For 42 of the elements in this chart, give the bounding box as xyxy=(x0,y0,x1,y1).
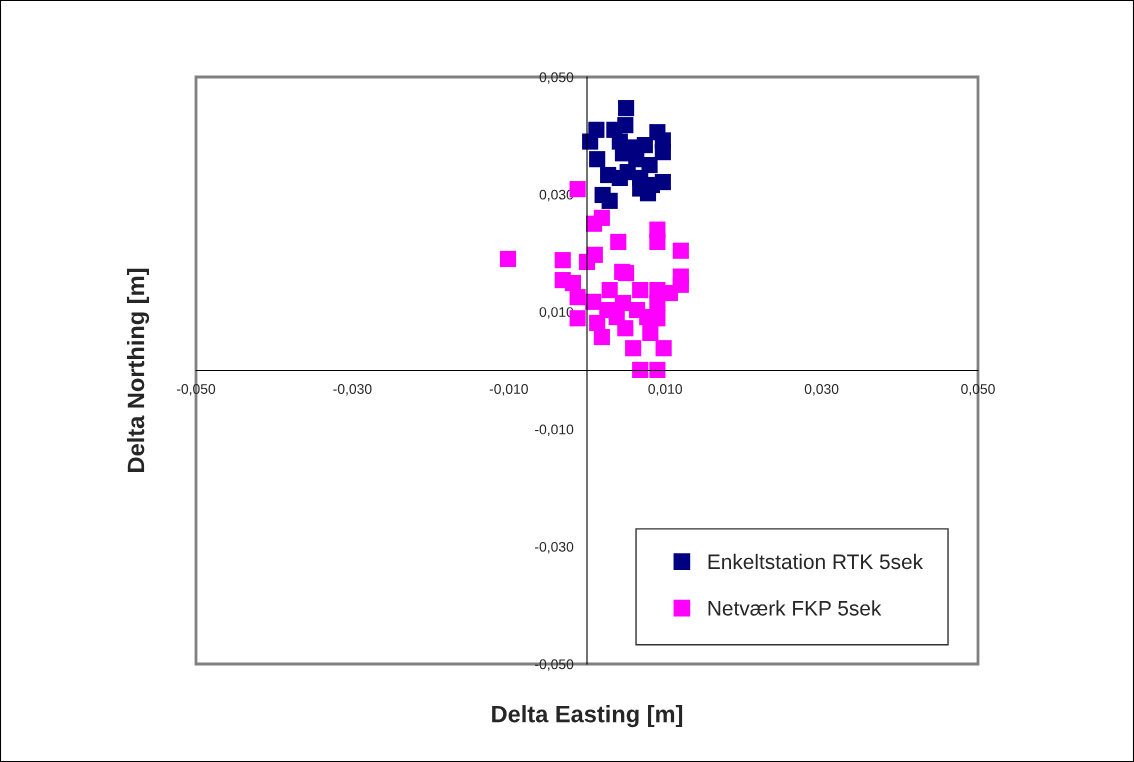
point xyxy=(593,328,610,346)
point xyxy=(625,340,642,357)
point xyxy=(649,361,666,378)
point xyxy=(610,233,627,251)
point xyxy=(564,274,581,292)
legend-label: Enkeltstation RTK 5sek xyxy=(708,553,924,570)
point xyxy=(636,137,653,154)
point xyxy=(654,144,671,161)
point xyxy=(600,166,617,184)
x-tick-label: 0,010 xyxy=(648,384,683,396)
point xyxy=(632,282,649,299)
point xyxy=(589,151,606,168)
point xyxy=(617,117,634,134)
point xyxy=(649,294,666,312)
point xyxy=(601,192,618,209)
point xyxy=(654,174,671,191)
point xyxy=(655,340,672,357)
point xyxy=(499,250,517,268)
point xyxy=(601,282,618,299)
point xyxy=(641,156,658,174)
point xyxy=(589,314,606,332)
point xyxy=(632,361,649,378)
point xyxy=(569,289,586,306)
point xyxy=(554,252,571,269)
point xyxy=(672,242,689,259)
y-tick-label: -0,050 xyxy=(535,659,574,671)
point xyxy=(608,309,625,326)
legend-label: Netværk FKP 5sek xyxy=(708,600,882,616)
point xyxy=(619,164,636,181)
point xyxy=(618,264,635,282)
y-axis-title: Delta Northing [m] xyxy=(126,268,150,472)
point xyxy=(618,100,635,117)
y-tick-label: -0,030 xyxy=(535,541,574,554)
x-axis-title: Delta Easting [m] xyxy=(492,705,683,728)
x-tick-label: 0,030 xyxy=(804,384,839,396)
point xyxy=(649,233,666,251)
y-tick-label: 0,050 xyxy=(539,72,574,84)
point xyxy=(642,324,659,341)
point xyxy=(628,301,646,319)
x-tick-label: -0,030 xyxy=(333,384,372,396)
x-tick-label: -0,010 xyxy=(489,384,528,396)
y-tick-label: -0,010 xyxy=(535,424,574,437)
